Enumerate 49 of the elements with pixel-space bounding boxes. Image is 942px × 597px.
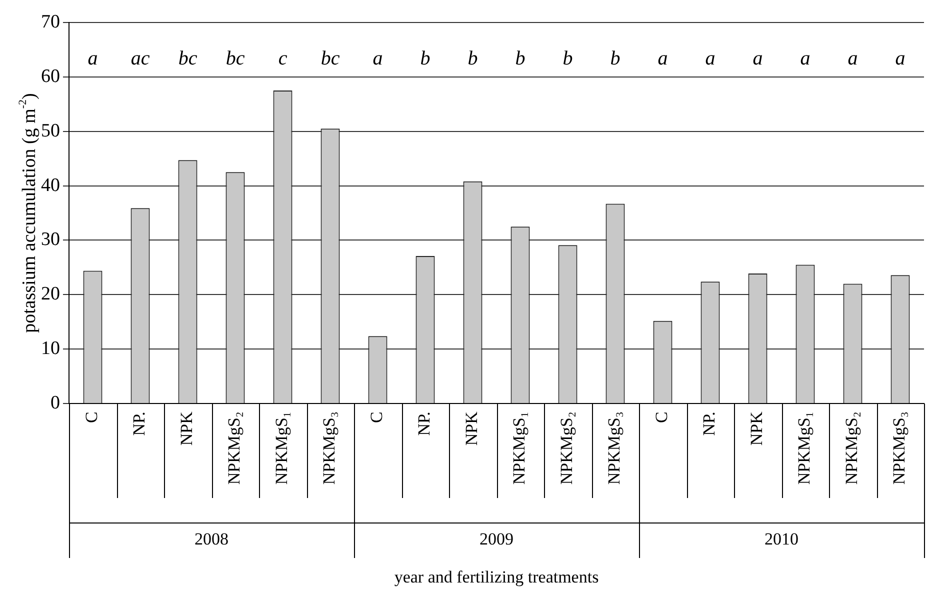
annotation: b (468, 47, 478, 70)
x-tick-label: NPKMgS₁ (510, 412, 529, 485)
annotation: b (515, 47, 526, 70)
x-tick-label: NPK (747, 410, 766, 446)
y-tick-label: 10 (41, 338, 60, 360)
text: 2008 (194, 529, 228, 548)
annotation: a (705, 47, 716, 70)
annotation: a (848, 47, 858, 70)
y-tick-label: 50 (41, 120, 60, 142)
x-tick-label: NPKMgS₃ (604, 412, 624, 485)
annotation: a (752, 47, 763, 70)
x-tick-label: NPKMgS₂ (842, 412, 862, 485)
y-tick-label: 30 (41, 229, 60, 250)
x-tick-label: C (652, 412, 672, 423)
x-tick-label: NP. (700, 412, 719, 436)
text: 2010 (764, 529, 798, 548)
annotation: a (88, 47, 98, 70)
x-tick-label: NP. (414, 412, 434, 436)
x-tick-label: C (82, 412, 102, 423)
annotation: b (420, 47, 430, 70)
y-tick-label: 60 (41, 66, 60, 87)
annotation: a (800, 47, 810, 70)
x-tick-label: C (367, 412, 386, 423)
annotation: b (610, 47, 620, 70)
annotation: ac (130, 47, 150, 70)
y-axis-title: potassium accumulation (g m-2) (16, 93, 40, 333)
x-tick-label: NPKMgS₁ (794, 412, 814, 485)
annotation: bc (320, 47, 340, 70)
annotation: bc (226, 47, 245, 70)
y-tick-label: 70 (41, 11, 60, 32)
y-tick-label: 0 (50, 392, 60, 414)
annotation: a (895, 47, 906, 70)
x-tick-label: NPKMgS₁ (272, 412, 292, 485)
x-tick-label: NPKMgS₃ (890, 412, 909, 485)
text: 2009 (480, 529, 514, 548)
x-tick-label: NP. (130, 412, 149, 436)
annotation: bc (178, 47, 198, 70)
annotation: b (562, 47, 573, 70)
x-tick-label: NPKMgS₃ (320, 412, 339, 485)
annotation: a (372, 47, 383, 70)
annotation: c (278, 47, 288, 70)
y-tick-label: 20 (41, 284, 60, 305)
annotation: a (658, 47, 668, 70)
x-tick-label: NPKMgS₂ (224, 412, 244, 485)
y-tick-label: 40 (41, 174, 60, 196)
x-tick-label: NPK (462, 410, 482, 446)
x-tick-label: NPKMgS₂ (557, 412, 576, 485)
x-tick-label: NPK (177, 410, 196, 446)
x-axis-title: year and fertilizing treatments (394, 567, 599, 586)
